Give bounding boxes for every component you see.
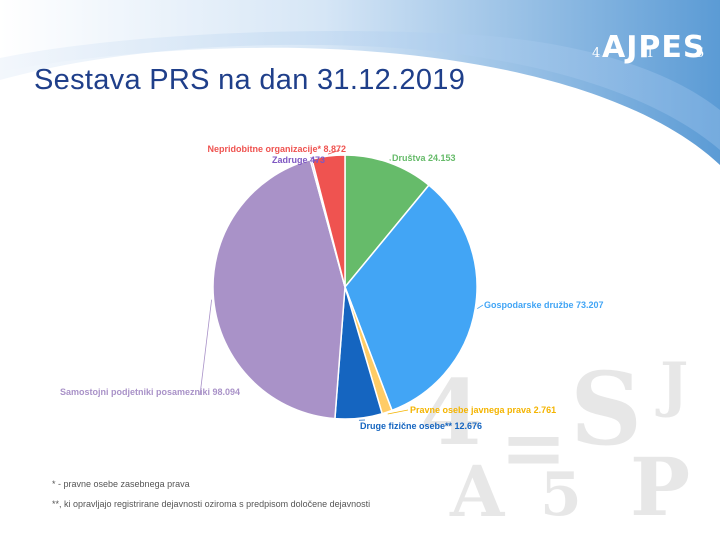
ajpes-logo: 4 AJPES 1 5 — [592, 30, 710, 70]
logo-text: AJPES — [602, 30, 706, 65]
slice-label-samostojni-podjetniki-posamezniki: Samostojni podjetniki posamezniki 98.094 — [60, 387, 240, 397]
slice-label-pravne-osebe-javnega-prava: Pravne osebe javnega prava 2.761 — [410, 405, 556, 415]
header-banner — [0, 0, 720, 165]
logo-digit-1: 1 — [646, 46, 655, 61]
leader-line-gospodarske-druzbe — [477, 304, 484, 310]
pie-slice-drustva — [344, 154, 430, 290]
leader-line-samostojni-podjetniki-posamezniki — [199, 299, 213, 396]
pie-slice-gospodarske-druzbe — [344, 184, 478, 412]
pie-slice-samostojni-podjetniki-posamezniki — [212, 158, 346, 420]
footnote-natural-persons: **, ki opravljajo registrirane dejavnost… — [52, 499, 371, 509]
pie-slice-nepridobitne-organizacije — [311, 154, 346, 288]
slice-label-drustva: Društva 24.153 — [392, 153, 456, 163]
leader-line-pravne-osebe-javnega-prava — [387, 409, 409, 415]
slice-label-gospodarske-druzbe: Gospodarske družbe 73.207 — [484, 300, 604, 310]
footnote-legal-entities: * - pravne osebe zasebnega prava — [52, 479, 190, 489]
logo-digit-4: 4 — [592, 46, 601, 61]
leader-line-zadruge — [310, 157, 319, 163]
slide-title: Sestava PRS na dan 31.12.2019 — [34, 64, 466, 96]
logo-digit-5: 5 — [696, 46, 705, 61]
slice-label-druge-fizicne-osebe: Druge fizične osebe** 12.676 — [360, 421, 482, 431]
leader-line-nepridobitne-organizacije — [327, 149, 341, 155]
slice-label-zadruge: Zadruge 473 — [272, 155, 325, 165]
slice-label-nepridobitne-organizacije: Nepridobitne organizacije* 8.872 — [207, 144, 346, 154]
